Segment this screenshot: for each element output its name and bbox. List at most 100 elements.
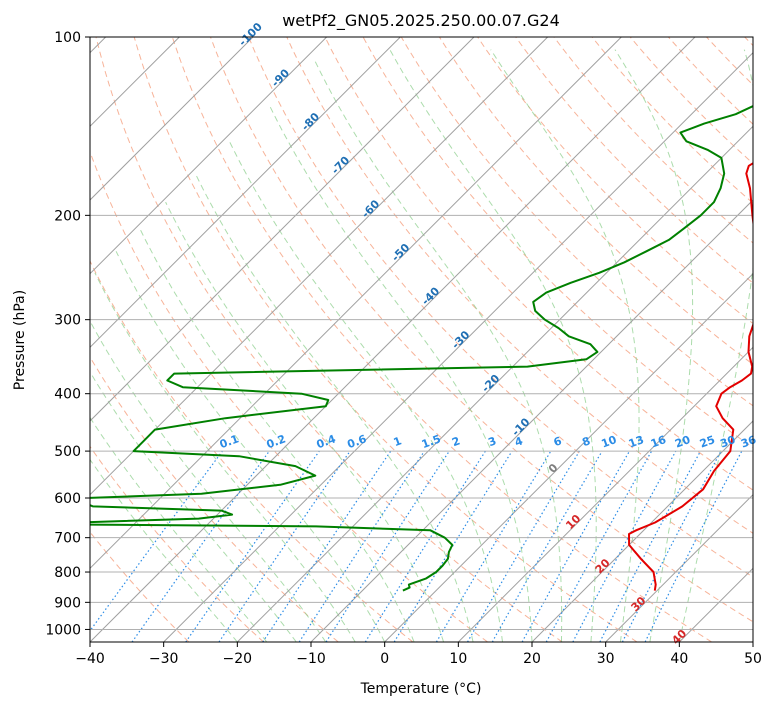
mixing-ratio-line <box>131 450 270 642</box>
dry-adiabat-line <box>706 37 753 86</box>
isotherm-label: -80 <box>299 110 322 133</box>
dry-adiabat-line <box>668 37 753 125</box>
isotherm-line <box>236 125 753 642</box>
moist-adiabat-line <box>90 416 268 642</box>
profiles <box>90 104 753 592</box>
mixing-ratio-label: 0.4 <box>315 432 338 451</box>
x-tick-label: 40 <box>670 651 688 667</box>
isotherm-line <box>90 37 401 349</box>
moist-adiabat-line <box>194 173 474 642</box>
mixing-ratio-line <box>466 450 580 642</box>
mixing-ratio-label: 25 <box>698 433 717 450</box>
isotherm-label: -90 <box>269 66 292 89</box>
mixing-ratio-line <box>262 450 392 642</box>
x-tick-label: −10 <box>296 651 326 667</box>
dry-adiabat-line <box>210 37 753 623</box>
isotherm-line <box>310 199 753 642</box>
x-tick-label: −20 <box>223 651 253 667</box>
mixing-ratio-label: 30 <box>718 433 737 451</box>
x-tick-label: 0 <box>380 651 389 667</box>
moist-adiabat-line <box>614 49 694 642</box>
moist-adiabat-line <box>115 251 386 642</box>
isotherm-label: 10 <box>563 512 583 532</box>
dewpoint-profile-line <box>90 104 753 592</box>
mixing-ratio-line <box>185 450 320 642</box>
y-tick-label: 1000 <box>45 622 81 638</box>
mixing-ratio-label: 3 <box>486 434 498 449</box>
mixing-ratio-label: 13 <box>627 433 646 450</box>
y-tick-label: 500 <box>54 444 81 460</box>
dry-adiabat-line <box>95 37 563 642</box>
y-tick-label: 600 <box>54 491 81 507</box>
x-axis-ticks: −40 −30 −20 −10 0 10 20 30 40 50 <box>75 642 762 667</box>
mixing-ratio-label: 1.5 <box>420 432 443 451</box>
x-tick-label: −40 <box>75 651 105 667</box>
background-lines <box>90 37 753 642</box>
dry-adiabat-line <box>248 37 753 578</box>
mixing-ratio-label: 6 <box>552 434 564 449</box>
mixing-ratio-label: 2 <box>450 434 462 449</box>
x-tick-label: 10 <box>449 651 467 667</box>
moist-adiabat-line <box>90 320 327 642</box>
isotherm-line <box>531 420 753 642</box>
moist-adiabat-line <box>165 201 445 642</box>
dry-adiabat-line <box>286 37 753 534</box>
isotherm-line <box>457 346 753 642</box>
isotherm-label: -40 <box>419 284 442 307</box>
mixing-ratio-label: 0.6 <box>346 432 369 451</box>
isotherm-label: 30 <box>629 594 649 614</box>
y-tick-label: 800 <box>54 565 81 581</box>
temperature-profile-line <box>628 162 753 591</box>
mixing-ratio-label: 36 <box>739 433 758 451</box>
dry-adiabat-line <box>591 37 753 204</box>
moist-adiabat-line <box>314 61 563 642</box>
isotherm-line <box>90 37 328 275</box>
x-tick-label: 50 <box>744 651 762 667</box>
mixing-ratio-line <box>298 450 425 642</box>
dry-adiabat-line <box>90 259 414 642</box>
isotherm-label: -30 <box>449 328 472 351</box>
mixing-ratio-line <box>644 450 743 642</box>
moist-adiabat-line <box>90 370 297 642</box>
y-axis-label: Pressure (hPa) <box>12 290 28 390</box>
dry-adiabat-line <box>553 37 753 244</box>
mixing-ratio-line <box>90 450 223 632</box>
mixing-ratio-label: 8 <box>580 434 592 449</box>
isotherm-label: -100 <box>236 20 265 49</box>
isotherm-line <box>163 51 753 642</box>
mixing-ratio-line <box>545 450 653 642</box>
moist-adiabat-line <box>90 458 238 642</box>
dry-adiabat-line <box>515 37 753 284</box>
y-tick-label: 100 <box>54 30 81 46</box>
isotherm-line <box>752 641 753 642</box>
isotherm-line <box>90 37 549 496</box>
isotherm-label: -20 <box>479 372 502 395</box>
plot-frame <box>89 36 754 643</box>
pressure-gridlines <box>90 36 753 630</box>
y-tick-label: 700 <box>54 531 81 547</box>
dry-adiabat-line <box>90 356 339 642</box>
isotherm-line <box>90 37 696 642</box>
isotherm-label: -60 <box>359 197 382 220</box>
dry-adiabat-line <box>133 37 638 642</box>
mixing-ratio-line <box>364 450 486 642</box>
mixing-ratio-label: 4 <box>513 434 525 449</box>
mixing-ratio-line <box>572 450 677 642</box>
y-tick-label: 900 <box>54 595 81 611</box>
isotherm-line <box>384 272 753 642</box>
dry-adiabat-line <box>171 37 712 642</box>
y-axis-ticks: 100 200 300 400 500 600 700 800 900 1000 <box>45 30 90 638</box>
mixing-ratio-label: 20 <box>673 433 692 451</box>
isotherm-label: -10 <box>509 415 532 438</box>
isotherm-label: -70 <box>329 154 352 177</box>
y-tick-label: 400 <box>54 387 81 403</box>
mixing-ratio-label: 10 <box>600 433 619 451</box>
mixing-ratio-line <box>521 450 631 642</box>
x-tick-label: −30 <box>149 651 179 667</box>
moist-adiabat-line <box>490 49 640 642</box>
y-tick-label: 200 <box>54 208 81 224</box>
mixing-ratio-line <box>325 450 450 642</box>
moist-adiabat-line <box>268 104 533 642</box>
isotherm-line <box>90 37 475 422</box>
